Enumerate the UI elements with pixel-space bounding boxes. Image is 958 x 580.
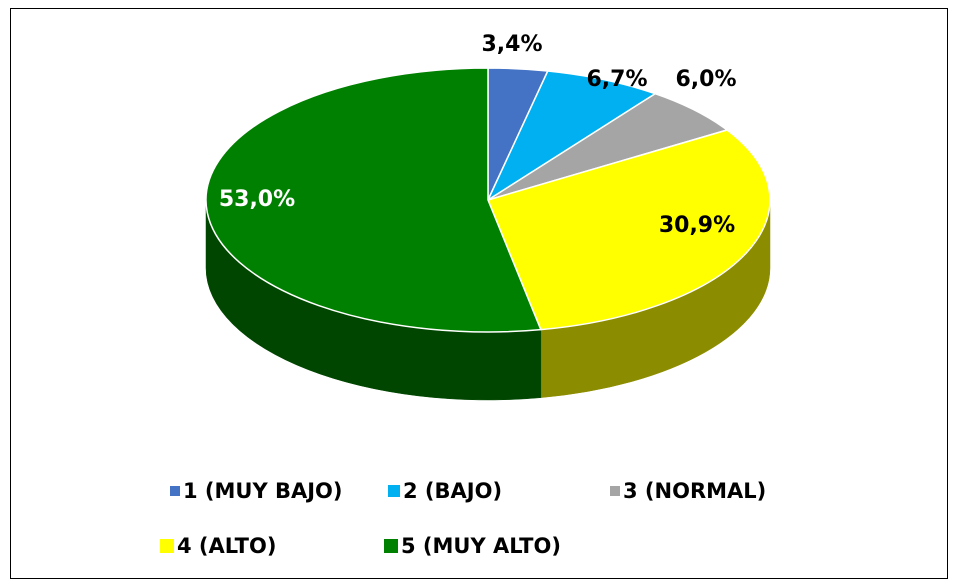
pie-slice xyxy=(205,67,542,333)
legend-label: 2 (BAJO) xyxy=(403,479,502,503)
data-label: 6,7% xyxy=(586,67,647,92)
legend-swatch xyxy=(160,539,174,553)
legend-swatch xyxy=(610,486,620,496)
pie-slice xyxy=(487,129,771,331)
legend-label: 5 (MUY ALTO) xyxy=(401,534,561,558)
legend-label: 1 (MUY BAJO) xyxy=(183,479,343,503)
pie-tops xyxy=(205,67,771,333)
pie-slice xyxy=(487,70,656,201)
legend-label: 3 (NORMAL) xyxy=(623,479,766,503)
legend-swatch xyxy=(170,486,180,496)
data-label: 3,4% xyxy=(481,32,542,57)
legend: 1 (MUY BAJO) 2 (BAJO) 3 (NORMAL) 4 (ALTO) 5 … xyxy=(160,479,766,558)
data-label: 6,0% xyxy=(675,67,736,92)
legend-label: 4 (ALTO) xyxy=(177,534,276,558)
data-label: 53,0% xyxy=(219,187,295,212)
legend-swatch xyxy=(388,485,400,497)
data-labels: 3,4% 6,7% 6,0% 30,9% 53,0% xyxy=(219,32,737,238)
legend-swatch xyxy=(384,539,398,553)
data-label: 30,9% xyxy=(659,213,735,238)
